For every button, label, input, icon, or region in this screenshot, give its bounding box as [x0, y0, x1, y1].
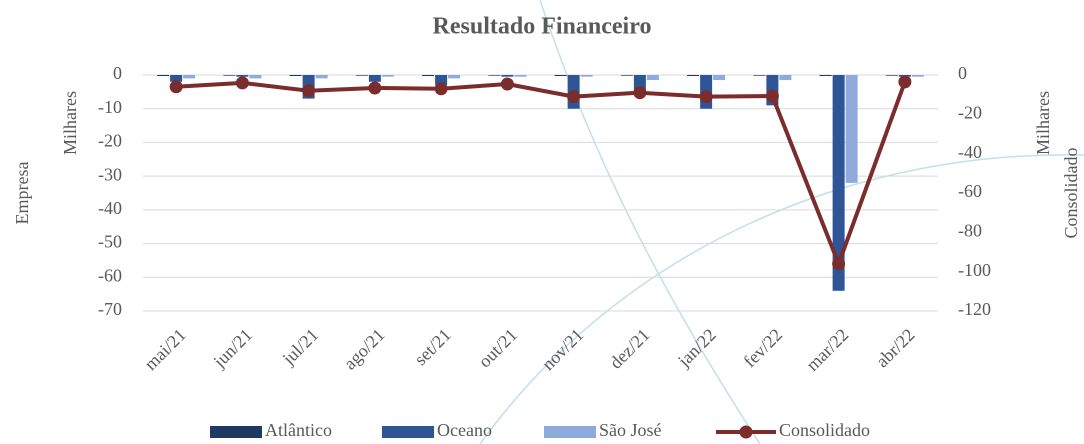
decor-curve	[479, 154, 1084, 444]
x-tick-label: jun/21	[209, 325, 256, 372]
y2-tick-label: -120	[958, 299, 991, 319]
x-tick-label: jan/22	[673, 325, 720, 372]
x-tick-label: abr/22	[872, 325, 919, 372]
point	[898, 75, 912, 89]
y2-tick-label: -20	[958, 102, 982, 122]
bar	[223, 75, 236, 76]
y2-tick-label: 0	[958, 63, 967, 83]
y-axis-unit: Milhares	[60, 91, 80, 155]
legend-label: Oceano	[437, 420, 492, 440]
legend-label: Consolidado	[779, 420, 870, 440]
x-tick-label: out/21	[474, 325, 521, 372]
y-tick-label: -30	[98, 164, 122, 184]
line	[176, 80, 907, 270]
point	[832, 257, 846, 271]
bar	[488, 75, 501, 76]
bar	[157, 75, 170, 77]
point	[169, 80, 183, 94]
y-tick-label: -40	[98, 198, 122, 218]
bar	[753, 75, 766, 76]
point	[368, 81, 382, 95]
y2-tick-label: -40	[958, 142, 982, 162]
legend-swatch	[382, 426, 434, 438]
y2-tick-label: -80	[958, 220, 982, 240]
bar	[448, 75, 461, 79]
point	[699, 90, 713, 104]
bar	[713, 75, 726, 81]
y2-tick-label: -100	[958, 260, 991, 280]
legend-swatch	[544, 426, 596, 438]
bar	[289, 75, 302, 77]
bar	[170, 75, 183, 82]
point	[633, 86, 647, 100]
bar	[514, 75, 527, 77]
point	[500, 77, 514, 91]
bar	[249, 75, 262, 79]
point	[434, 82, 448, 96]
chart-title: Resultado Financeiro	[433, 14, 652, 40]
bar	[554, 75, 567, 77]
legend-label: São José	[599, 420, 662, 440]
bar	[236, 75, 249, 77]
bar	[315, 75, 328, 79]
y-axis-title: Empresa	[12, 162, 32, 225]
bar	[911, 75, 924, 77]
bar	[845, 75, 858, 183]
bar	[580, 75, 593, 77]
y2-axis-title: Consolidado	[1061, 147, 1081, 238]
y2-axis-unit: Milhares	[1033, 91, 1053, 155]
point	[235, 76, 249, 90]
bar	[501, 75, 514, 77]
legend-swatch	[210, 426, 262, 438]
x-tick-label: nov/21	[538, 325, 588, 375]
bar	[620, 75, 633, 76]
y-tick-label: 0	[113, 63, 122, 83]
x-tick-label: jul/21	[278, 325, 323, 370]
x-tick-label: ago/21	[340, 325, 389, 374]
x-tick-label: mar/22	[802, 325, 852, 375]
decor-curve	[539, 0, 761, 444]
bar	[422, 75, 435, 77]
bar	[779, 75, 792, 81]
bar	[355, 75, 368, 76]
y-tick-label: -70	[98, 299, 122, 319]
bar	[435, 75, 448, 86]
point	[302, 84, 316, 98]
y-tick-label: -20	[98, 131, 122, 151]
bar	[885, 75, 898, 76]
bar	[832, 75, 845, 291]
bar	[687, 75, 700, 77]
y-tick-label: -10	[98, 97, 122, 117]
point	[765, 89, 779, 103]
bar	[819, 75, 832, 77]
x-tick-label: dez/21	[606, 325, 654, 373]
y2-tick-label: -60	[958, 181, 982, 201]
y-tick-label: -50	[98, 232, 122, 252]
x-tick-label: fev/22	[739, 325, 786, 372]
bar	[646, 75, 659, 81]
bar	[368, 75, 381, 82]
legend-marker	[739, 425, 753, 439]
point	[567, 90, 581, 104]
bar	[183, 75, 196, 79]
bar	[381, 75, 394, 77]
y-tick-label: -60	[98, 265, 122, 285]
x-tick-label: mai/21	[140, 325, 189, 374]
legend-label: Atlântico	[265, 420, 332, 440]
x-tick-label: set/21	[410, 325, 455, 370]
